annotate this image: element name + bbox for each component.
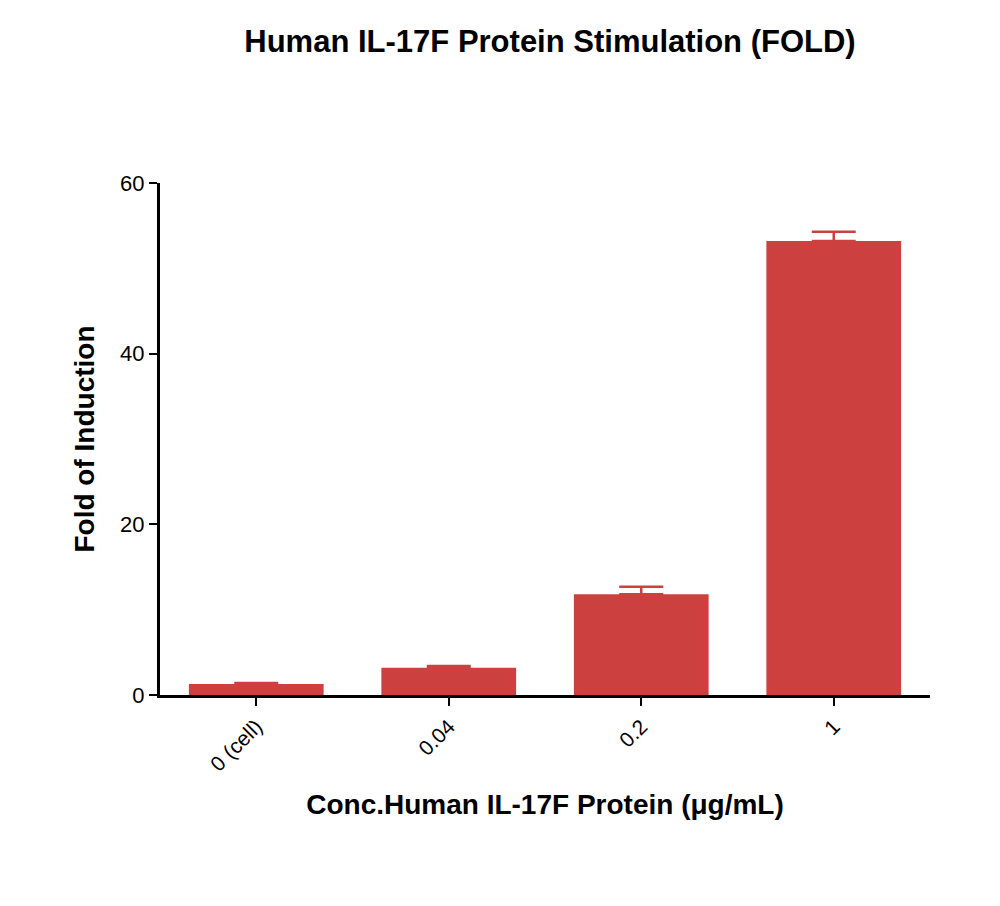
svg-text:60: 60 — [120, 171, 144, 196]
svg-text:0 (cell): 0 (cell) — [206, 715, 267, 776]
svg-text:20: 20 — [120, 512, 144, 537]
svg-text:40: 40 — [120, 341, 144, 366]
svg-text:Human IL-17F Protein Stimulati: Human IL-17F Protein Stimulation (FOLD) — [244, 24, 855, 59]
svg-text:1: 1 — [819, 715, 844, 740]
svg-text:0.2: 0.2 — [615, 715, 652, 752]
svg-text:Conc.Human IL-17F Protein (μg/: Conc.Human IL-17F Protein (μg/mL) — [306, 789, 784, 820]
svg-text:Fold of Induction: Fold of Induction — [69, 325, 100, 552]
svg-text:0.04: 0.04 — [414, 714, 459, 759]
svg-text:0: 0 — [132, 683, 144, 708]
